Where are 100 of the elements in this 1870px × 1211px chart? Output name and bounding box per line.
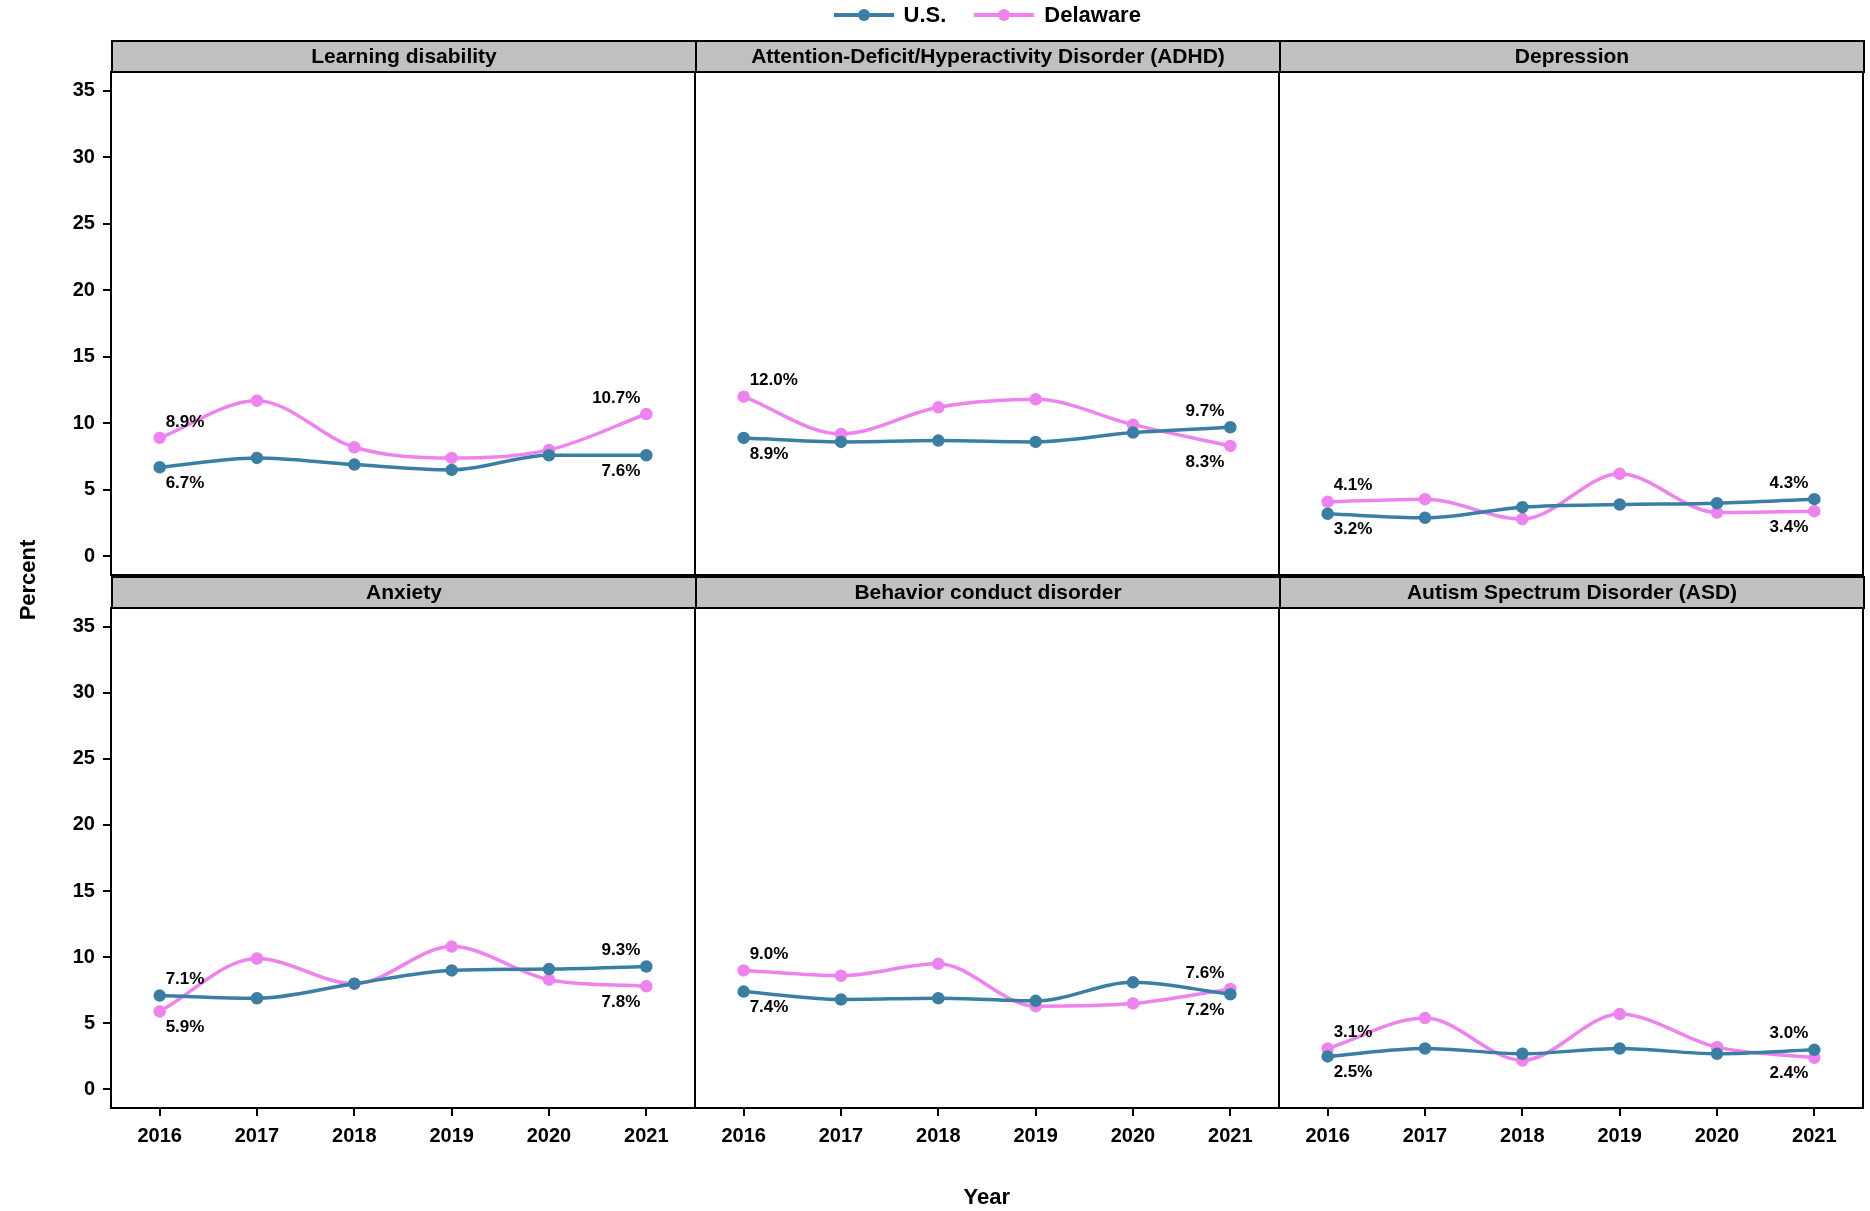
data-label: 9.7%	[1185, 400, 1225, 420]
point	[1029, 435, 1042, 449]
point	[1418, 492, 1432, 506]
data-label: 9.3%	[601, 940, 641, 960]
point	[348, 458, 361, 471]
x-tick-label: 2016	[137, 1123, 182, 1146]
data-label: 10.7%	[592, 387, 641, 407]
point	[932, 401, 945, 414]
y-tick-label: 5	[83, 1010, 95, 1033]
point	[348, 441, 361, 454]
x-tick-label: 2021	[1208, 1123, 1253, 1146]
data-label: 8.3%	[1185, 451, 1225, 471]
point	[445, 451, 458, 465]
chart-title: Anxiety	[111, 576, 697, 609]
x-tick-label: 2017	[818, 1123, 864, 1146]
y-tick-label: 0	[83, 1077, 95, 1099]
data-label: 3.4%	[1769, 516, 1809, 536]
point	[737, 390, 750, 403]
point	[1613, 1007, 1626, 1021]
point	[1126, 426, 1140, 439]
x-tick-label: 2019	[1013, 1123, 1058, 1146]
point	[932, 991, 945, 1005]
point	[1710, 496, 1724, 510]
point	[153, 431, 166, 445]
point	[1808, 504, 1821, 518]
x-tick-label: 2019	[429, 1123, 474, 1146]
data-label: 2.4%	[1769, 1063, 1809, 1083]
point	[1224, 421, 1237, 434]
y-tick-label: 30	[72, 144, 95, 167]
point	[1418, 511, 1432, 525]
x-axis-title: Year	[963, 1184, 1010, 1210]
x-tick-label: 2018	[916, 1123, 961, 1146]
point	[640, 448, 653, 462]
x-tick-label: 2017	[234, 1123, 280, 1146]
legend-label: Delaware	[1044, 2, 1141, 28]
data-label: 7.1%	[165, 969, 205, 989]
point	[153, 1005, 166, 1018]
y-axis-title: Percent	[14, 539, 41, 621]
point	[834, 435, 848, 449]
x-tick-label: 2020	[526, 1123, 572, 1146]
point	[445, 940, 458, 953]
point	[1224, 987, 1237, 1001]
point	[1710, 1047, 1724, 1061]
data-label: 3.0%	[1769, 1023, 1809, 1043]
point	[640, 980, 653, 993]
chart-title: Learning disability	[111, 40, 697, 73]
point	[1126, 997, 1140, 1010]
point	[1321, 495, 1334, 509]
y-tick-label: 15	[72, 344, 95, 367]
point	[1029, 994, 1042, 1008]
data-label: 4.3%	[1769, 472, 1809, 492]
point	[1613, 467, 1626, 481]
data-label: 3.1%	[1333, 1022, 1373, 1042]
x-tick-label: 2021	[1792, 1123, 1837, 1146]
point	[1321, 1050, 1334, 1063]
data-label: 2.5%	[1333, 1062, 1373, 1082]
chart-title: Attention-Deficit/Hyperactivity Disorder (ADHD)	[695, 40, 1281, 73]
point	[1029, 393, 1042, 406]
point	[153, 460, 166, 474]
chart-title: Autism Spectrum Disorder (ASD)	[1279, 576, 1865, 609]
chart-title: Behavior conduct disorder	[695, 576, 1281, 609]
x-tick-label: 2017	[1402, 1123, 1448, 1146]
x-tick-label: 2021	[624, 1123, 669, 1146]
data-label: 7.6%	[601, 460, 641, 480]
data-label: 9.0%	[749, 944, 789, 964]
point	[1516, 1047, 1529, 1061]
data-label: 7.4%	[749, 997, 789, 1017]
x-tick-label: 2016	[1305, 1123, 1350, 1146]
point	[542, 448, 556, 462]
point	[445, 964, 458, 977]
y-tick-label: 0	[83, 543, 95, 566]
point	[737, 431, 750, 445]
point	[1224, 439, 1237, 453]
x-tick-label: 2020	[1694, 1123, 1740, 1146]
point	[1418, 1042, 1432, 1055]
y-tick-label: 20	[72, 812, 95, 835]
point	[737, 964, 750, 977]
data-label: 8.9%	[165, 411, 205, 431]
point	[1516, 500, 1529, 514]
y-tick-label: 25	[72, 211, 95, 234]
x-tick-label: 2019	[1597, 1123, 1642, 1146]
x-tick-label: 2016	[721, 1123, 766, 1146]
point	[445, 463, 458, 477]
point	[640, 960, 653, 973]
point	[250, 952, 264, 965]
point	[153, 989, 166, 1002]
y-tick-label: 20	[72, 277, 95, 300]
point	[1321, 507, 1334, 521]
data-label: 7.2%	[1185, 999, 1225, 1019]
point	[834, 993, 848, 1006]
y-tick-label: 35	[72, 78, 95, 101]
x-tick-label: 2018	[1500, 1123, 1545, 1146]
point	[250, 394, 264, 407]
point	[932, 434, 945, 447]
data-label: 7.8%	[601, 991, 641, 1011]
legend-label: U.S.	[903, 2, 947, 28]
y-tick-label: 35	[72, 614, 95, 637]
point	[737, 985, 750, 998]
point	[1613, 498, 1626, 511]
point	[834, 969, 848, 982]
